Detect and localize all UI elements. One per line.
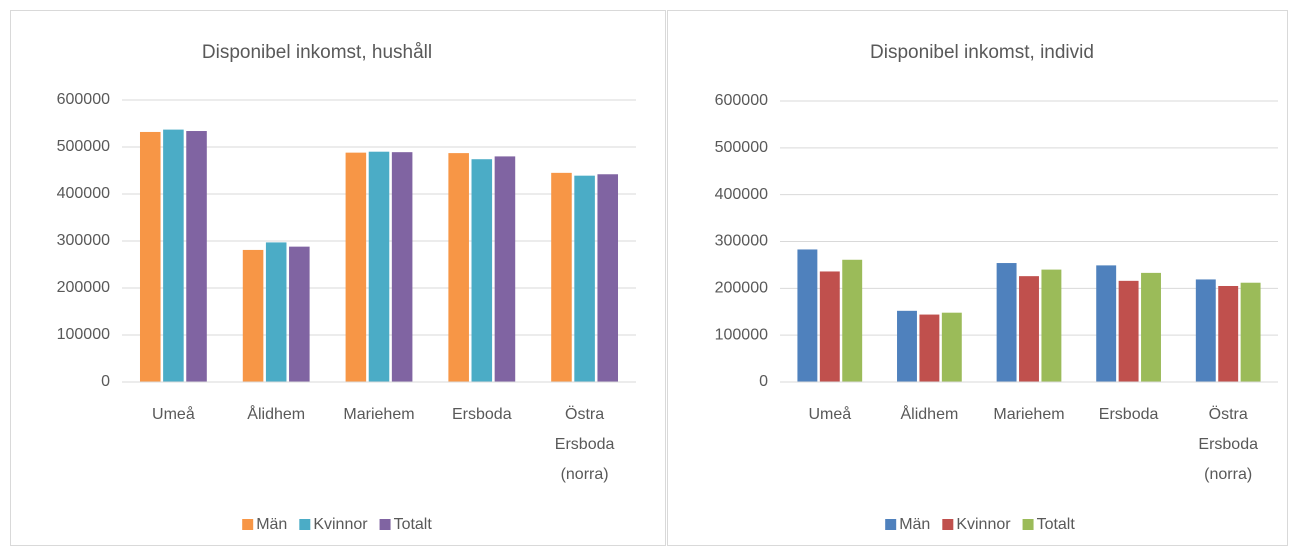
legend-swatch <box>242 519 254 530</box>
legend-label: Män <box>899 516 930 533</box>
x-tick-label: Ålidhem <box>247 406 306 423</box>
legend-swatch <box>885 519 897 530</box>
bar <box>1218 285 1239 382</box>
y-tick-label: 0 <box>101 373 110 390</box>
legend-swatch <box>942 519 954 530</box>
legend-swatch <box>379 519 391 530</box>
chart-frame <box>667 10 1288 546</box>
legend-label: Totalt <box>1037 516 1076 533</box>
bar <box>139 131 161 382</box>
bar <box>471 159 493 382</box>
x-tick-label: Östra Ersboda (norra) <box>1198 406 1258 483</box>
legend-label: Kvinnor <box>956 516 1011 533</box>
legend-swatch <box>1022 519 1034 530</box>
bar <box>186 131 207 382</box>
legend-label: Män <box>256 516 287 533</box>
bar <box>1041 269 1062 382</box>
bar <box>897 310 917 382</box>
y-tick-label: 200000 <box>715 280 768 297</box>
x-tick-label: Umeå <box>152 406 195 423</box>
y-tick-label: 100000 <box>57 326 110 343</box>
bar <box>1141 272 1161 382</box>
x-tick-label: Mariehem <box>993 406 1065 423</box>
bar <box>996 263 1017 382</box>
bar <box>163 129 184 382</box>
x-tick-label: Ersboda <box>1098 406 1159 423</box>
x-tick-label: Umeå <box>808 406 852 423</box>
bar <box>1240 282 1261 382</box>
bar <box>368 151 390 382</box>
bar <box>265 242 287 382</box>
y-tick-label: 0 <box>759 373 768 390</box>
bar <box>819 271 840 382</box>
bar <box>242 249 264 382</box>
x-tick-label: Ersboda <box>452 406 512 423</box>
x-tick-label: Östra Ersboda (norra) <box>554 406 615 483</box>
x-tick-label: Mariehem <box>343 406 415 423</box>
y-tick-label: 600000 <box>715 92 768 109</box>
legend-label: Totalt <box>394 516 433 533</box>
bar <box>1096 265 1117 382</box>
bar <box>1195 279 1216 382</box>
bar <box>1118 280 1139 382</box>
bar <box>597 174 619 382</box>
bar <box>345 152 367 382</box>
y-tick-label: 500000 <box>57 138 110 155</box>
bar <box>1019 276 1039 382</box>
bar <box>842 259 863 382</box>
y-tick-label: 400000 <box>715 186 768 203</box>
bar <box>494 156 516 382</box>
y-tick-label: 400000 <box>57 185 110 202</box>
y-tick-label: 100000 <box>715 326 768 343</box>
bar <box>574 175 595 382</box>
legend-swatch <box>299 519 311 530</box>
bar <box>391 152 413 382</box>
bar <box>289 246 310 382</box>
chart-title: Disponibel inkomst, hushåll <box>202 42 432 63</box>
bar <box>941 312 962 382</box>
y-tick-label: 500000 <box>715 139 768 156</box>
y-tick-label: 200000 <box>57 279 110 296</box>
y-tick-label: 300000 <box>715 233 768 250</box>
bar <box>797 249 818 382</box>
bar <box>919 314 940 382</box>
x-tick-label: Ålidhem <box>900 406 959 423</box>
y-tick-label: 300000 <box>57 232 110 249</box>
bar <box>551 172 572 382</box>
bar <box>448 153 469 382</box>
legend-label: Kvinnor <box>313 516 368 533</box>
chart-title: Disponibel inkomst, individ <box>870 42 1094 63</box>
y-tick-label: 600000 <box>57 91 110 108</box>
